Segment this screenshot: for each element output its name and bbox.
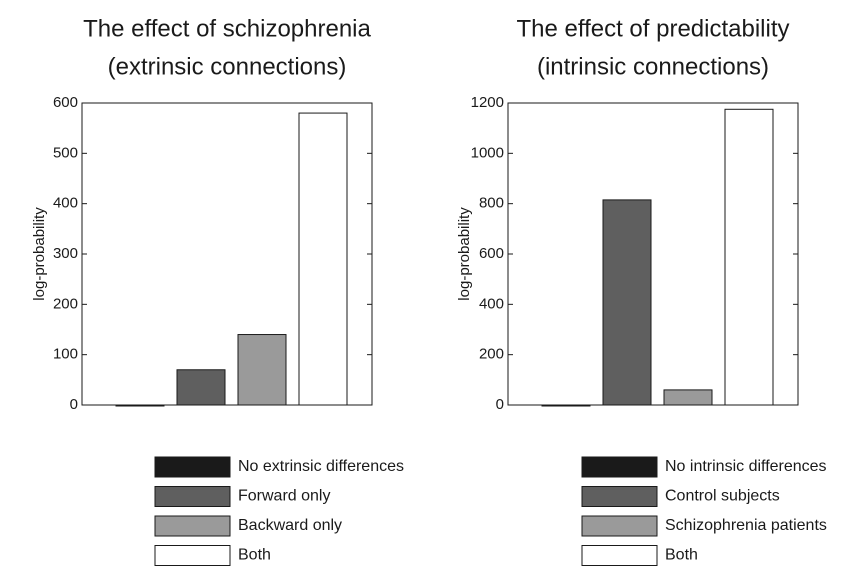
legend-swatch <box>154 486 231 507</box>
y-tick-label: 100 <box>53 346 78 363</box>
legend-label: No extrinsic differences <box>238 458 404 475</box>
legend-swatch <box>154 456 231 478</box>
bar <box>663 389 713 406</box>
y-tick-label: 1200 <box>471 94 504 111</box>
legend-label: Both <box>665 547 698 564</box>
legend-label: Schizophrenia patients <box>665 517 827 534</box>
legend-label: Control subjects <box>665 488 780 505</box>
y-tick-label: 1000 <box>471 144 504 161</box>
bar <box>602 199 652 406</box>
y-tick-label: 200 <box>53 295 78 312</box>
y-tick-label: 400 <box>53 195 78 212</box>
y-tick-label: 400 <box>479 295 504 312</box>
legend-swatch <box>154 545 231 566</box>
y-tick-label: 600 <box>53 94 78 111</box>
legend-swatch <box>581 486 658 507</box>
y-tick-label: 0 <box>496 396 504 413</box>
chart-title: The effect of schizophrenia <box>83 15 371 42</box>
legend-label: Forward only <box>238 488 330 505</box>
legend-label: No intrinsic differences <box>665 458 827 475</box>
legend-label: Backward only <box>238 517 342 534</box>
legend-swatch <box>154 515 231 537</box>
y-tick-label: 0 <box>70 396 78 413</box>
bar <box>724 108 774 406</box>
legend-swatch <box>581 515 658 537</box>
y-tick-label: 800 <box>479 195 504 212</box>
y-tick-label: 500 <box>53 144 78 161</box>
bar <box>176 369 226 406</box>
chart-title: (intrinsic connections) <box>537 53 769 80</box>
chart-title: (extrinsic connections) <box>108 53 347 80</box>
y-axis-label: log-probability <box>456 207 473 301</box>
y-tick-label: 300 <box>53 245 78 262</box>
y-tick-label: 200 <box>479 346 504 363</box>
y-tick-label: 600 <box>479 245 504 262</box>
chart-title: The effect of predictability <box>516 15 789 42</box>
y-axis-label: log-probability <box>31 207 48 301</box>
legend-label: Both <box>238 547 271 564</box>
legend-swatch <box>581 456 658 478</box>
bar <box>298 112 348 406</box>
legend-swatch <box>581 545 658 566</box>
bar <box>237 334 287 406</box>
